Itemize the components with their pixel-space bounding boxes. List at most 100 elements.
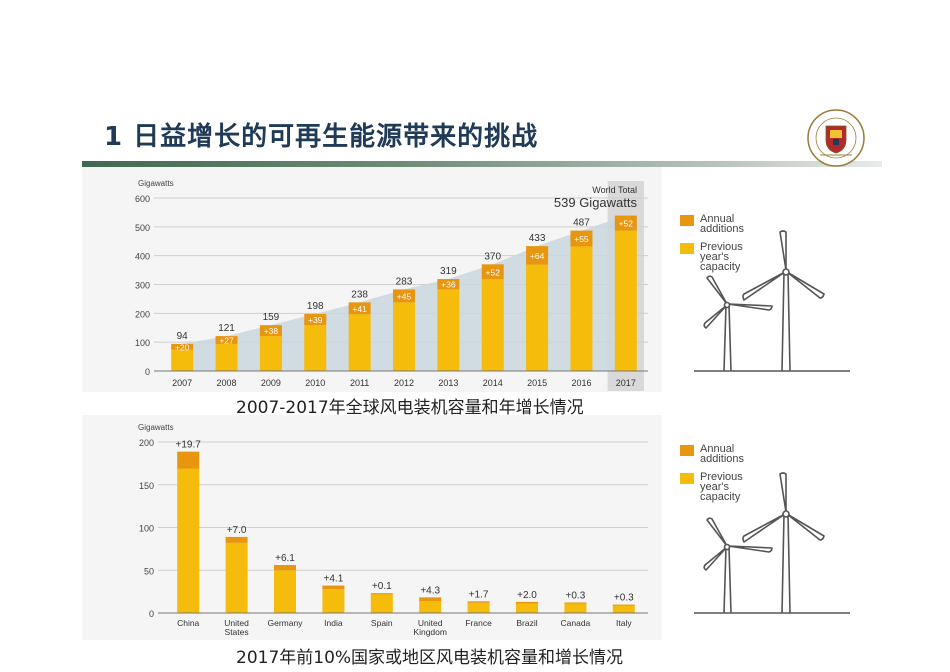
x-tick-label: Spain — [371, 618, 393, 628]
bar-previous — [370, 593, 393, 613]
bar-previous — [348, 314, 371, 371]
x-tick-label: 2010 — [305, 378, 325, 388]
addition-label: +52 — [486, 267, 501, 277]
legend-annual-label-2: additions — [700, 223, 745, 235]
y-tick-label: 150 — [139, 481, 154, 491]
legend-previous-label-2: year's — [700, 251, 729, 263]
addition-label: +7.0 — [227, 525, 247, 536]
x-tick-label: India — [324, 618, 343, 628]
bar-annual — [612, 604, 635, 606]
addition-label: +27 — [219, 336, 234, 346]
total-label: 121 — [218, 323, 235, 334]
addition-label: +4.1 — [324, 574, 344, 585]
y-axis-label: Gigawatts — [138, 423, 174, 432]
bar-previous — [570, 246, 593, 371]
x-tick-label: 2015 — [527, 378, 547, 388]
legend-annual-label: Annual — [700, 443, 735, 455]
x-tick-label: United — [224, 618, 249, 628]
y-tick-label: 200 — [135, 309, 150, 319]
total-label: 238 — [351, 289, 368, 300]
chart-2: 0 50 100 150 200 Gigawatts+19.7 China +7.0 Unite… — [138, 423, 648, 637]
total-label: 159 — [263, 312, 280, 323]
addition-label: +6.1 — [275, 553, 295, 564]
total-label: 283 — [396, 276, 413, 287]
bar-annual — [614, 215, 637, 231]
university-seal-icon — [807, 109, 865, 167]
wind-turbine-icon — [694, 472, 850, 614]
chart-1-legend: Annual additions Previous year's capacit… — [680, 214, 744, 280]
bar-annual — [526, 246, 549, 265]
addition-label: +64 — [530, 251, 545, 261]
world-total-value: 539 Gigawatts — [554, 195, 638, 210]
bar-annual — [570, 230, 593, 247]
addition-label: +19.7 — [176, 440, 202, 451]
addition-label: +36 — [441, 280, 456, 290]
legend-previous-swatch — [680, 473, 694, 484]
bar-annual — [419, 597, 442, 602]
chart-2-caption: 2017年前10%国家或地区风电装机容量和增长情况 — [236, 648, 624, 668]
addition-label: +38 — [264, 326, 279, 336]
chart-2-legend: Annual additions Previous year's capacit… — [680, 444, 744, 510]
legend-previous-label-3: capacity — [700, 261, 741, 273]
bar-previous — [171, 349, 194, 371]
bar-previous — [516, 603, 538, 613]
total-label: 94 — [177, 331, 189, 342]
legend-annual-label: Annual — [700, 213, 735, 225]
addition-label: +0.3 — [566, 590, 586, 601]
bar-annual — [322, 585, 345, 590]
x-tick-label: 2017 — [616, 378, 636, 388]
x-tick-label: Kingdom — [413, 627, 447, 637]
bar-annual — [481, 264, 504, 280]
addition-label: +45 — [397, 291, 412, 301]
x-tick-label: Brazil — [516, 618, 537, 628]
bar-previous — [215, 343, 238, 371]
total-label: 370 — [484, 251, 501, 262]
y-tick-label: 500 — [135, 223, 150, 233]
y-tick-label: 400 — [135, 252, 150, 262]
bar-previous — [481, 279, 504, 371]
addition-label: +55 — [574, 234, 589, 244]
title-underline — [82, 161, 882, 167]
legend-previous-label-3: capacity — [700, 491, 741, 503]
y-tick-label: 0 — [149, 609, 154, 619]
addition-label: +0.3 — [614, 593, 634, 604]
legend-annual-swatch — [680, 445, 694, 456]
bar-annual — [215, 336, 238, 344]
chart-1-caption: 2007-2017年全球风电装机容量和年增长情况 — [236, 398, 584, 418]
x-tick-label: France — [465, 618, 492, 628]
x-tick-label: 2009 — [261, 378, 281, 388]
bar-annual — [437, 279, 460, 290]
y-tick-label: 50 — [144, 566, 154, 576]
addition-label: +4.3 — [420, 585, 440, 596]
bar-annual — [225, 536, 248, 543]
bar-previous — [304, 325, 327, 371]
x-tick-label: Canada — [561, 618, 591, 628]
addition-label: +52 — [619, 219, 634, 229]
bar-previous — [393, 302, 415, 371]
bar-previous — [322, 589, 345, 613]
legend-previous-label: Previous — [700, 241, 743, 253]
world-total-label: World Total — [592, 185, 637, 195]
bar-annual — [274, 565, 296, 571]
x-tick-label: 2016 — [571, 378, 591, 388]
x-tick-label: 2008 — [217, 378, 237, 388]
x-tick-label: United — [418, 618, 443, 628]
bar-annual — [177, 451, 200, 469]
bar-previous — [467, 602, 490, 613]
bar-previous — [612, 604, 635, 613]
bar-previous — [259, 336, 282, 371]
x-tick-label: 2014 — [483, 378, 503, 388]
bar-annual — [304, 313, 327, 326]
bar-previous — [419, 601, 442, 613]
bar-annual — [348, 302, 371, 315]
addition-label: +1.7 — [469, 589, 489, 600]
x-tick-label: 2011 — [350, 378, 369, 388]
y-axis-label: Gigawatts — [138, 179, 174, 188]
total-label: 198 — [307, 301, 324, 312]
x-tick-label: 2013 — [438, 378, 458, 388]
legend-previous-label-2: year's — [700, 481, 729, 493]
addition-label: +2.0 — [517, 590, 537, 601]
bar-previous — [274, 570, 296, 613]
legend-annual-label-2: additions — [700, 453, 745, 465]
